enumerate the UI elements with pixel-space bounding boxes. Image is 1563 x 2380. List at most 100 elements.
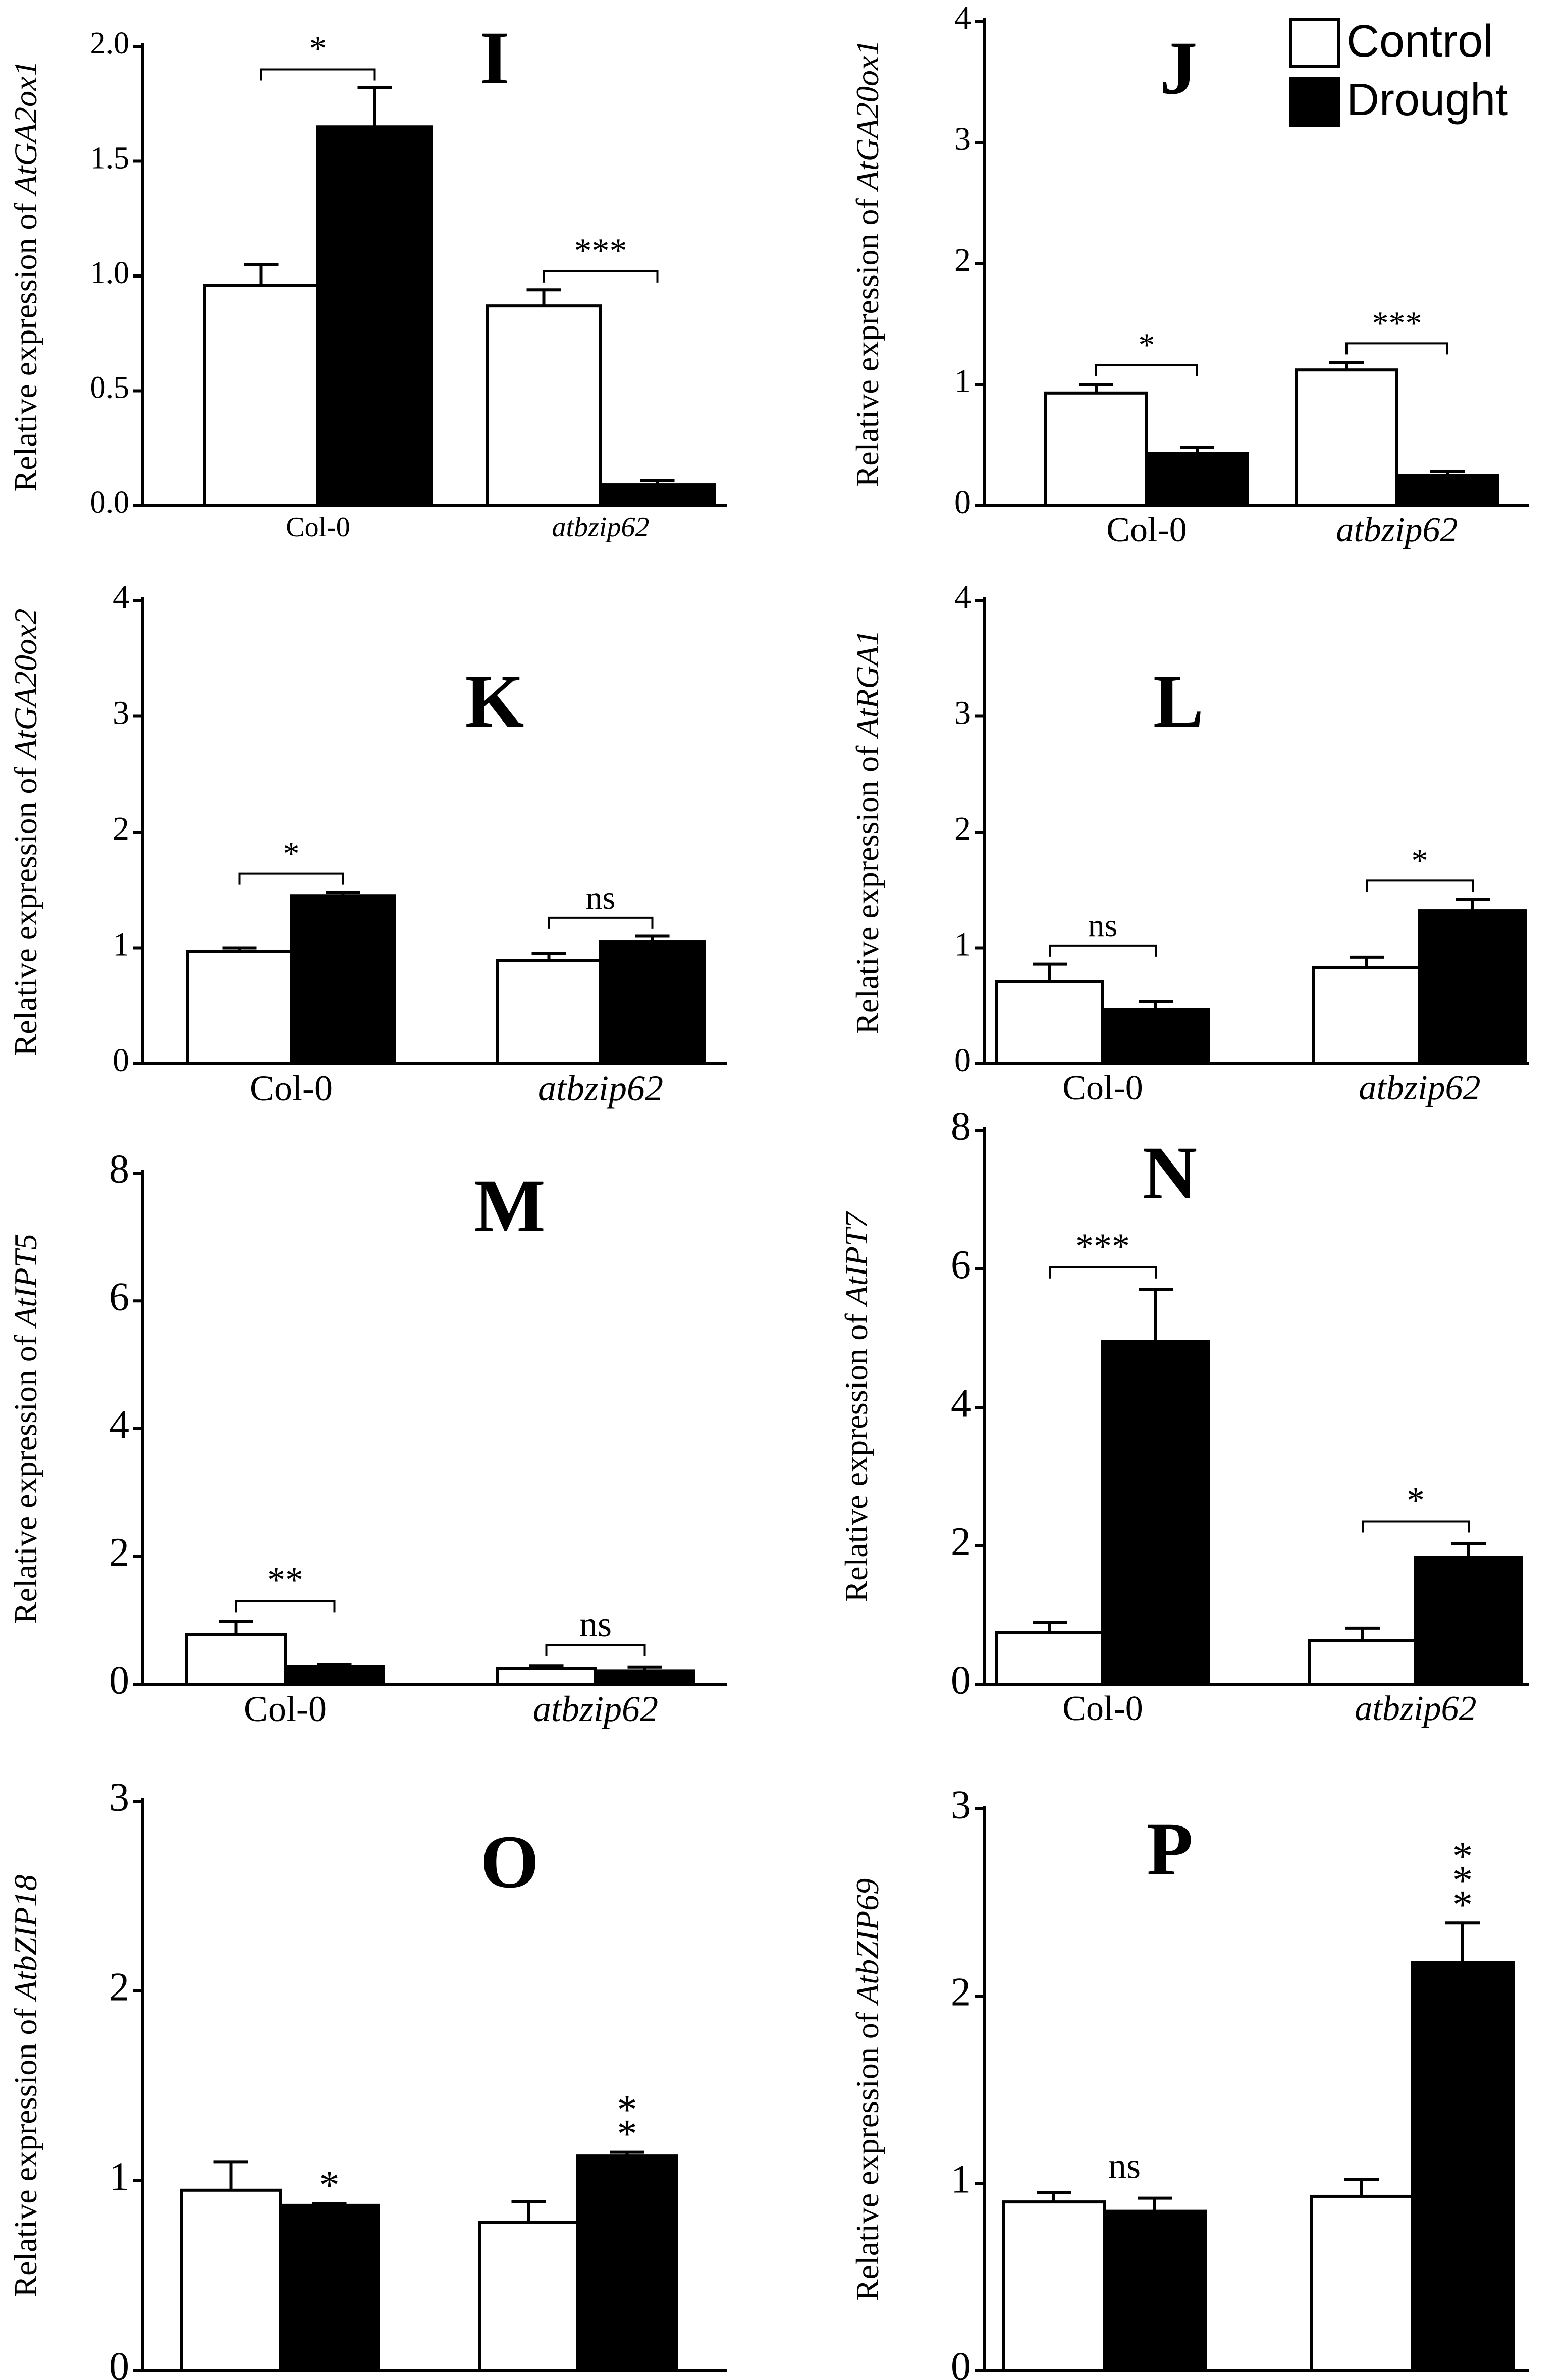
- x-category-label: atbzip62: [1359, 1069, 1480, 1108]
- y-tick-label: 6: [951, 1243, 971, 1287]
- y-axis-label-prefix: Relative expression of: [8, 1327, 43, 1624]
- significance-label: *: [283, 836, 300, 872]
- significance-star: *: [1452, 1834, 1473, 1878]
- x-category-label: atbzip62: [533, 1689, 658, 1729]
- legend-label-drought: Drought: [1346, 75, 1508, 125]
- bar-control: [1295, 368, 1398, 507]
- y-tick-label: 1: [113, 926, 129, 963]
- y-tick-label: 0: [109, 1658, 129, 1702]
- error-bar: [1033, 962, 1067, 982]
- chart-panel-n: 0 2 4 6 8 Col-0 atbzip62 Relative expression of…: [838, 1104, 1529, 1728]
- y-axis-label: Relative expression of AtbZIP69: [849, 1878, 885, 2301]
- y-axis-label-gene: AtGA2ox1: [8, 61, 43, 197]
- significance-label: **: [617, 2088, 637, 2156]
- y-axis-label-gene: AtGA20ox2: [8, 608, 43, 761]
- x-category-label: Col-0: [1106, 511, 1187, 549]
- bar-control: [1002, 2200, 1106, 2372]
- error-bar: [526, 288, 561, 306]
- y-tick-label: 3: [951, 1783, 971, 1827]
- legend-label-control: Control: [1346, 16, 1493, 67]
- y-tick-label: 1: [109, 2154, 129, 2199]
- bar-drought: [316, 125, 433, 507]
- error-bar: [1180, 446, 1214, 454]
- bar-drought: [594, 1669, 695, 1686]
- x-category-label: atbzip62: [1355, 1689, 1476, 1728]
- error-bar: [1350, 955, 1384, 968]
- error-bar: [1344, 2178, 1379, 2196]
- error-bar: [627, 1665, 662, 1671]
- bar-drought: [599, 940, 706, 1066]
- x-category-label: Col-0: [239, 2375, 321, 2380]
- bar-control: [180, 2188, 282, 2372]
- x-category-label: atbzip62: [1351, 2375, 1473, 2380]
- bar-drought: [1101, 1340, 1210, 1686]
- bar-drought: [1418, 909, 1527, 1066]
- significance-label: ns: [1088, 907, 1118, 944]
- y-axis-label-gene: AtGA20ox1: [849, 40, 885, 193]
- error-bar: [1037, 2191, 1071, 2202]
- bar-control: [186, 950, 293, 1066]
- y-tick-label: 2: [951, 1520, 971, 1564]
- error-bar: [1451, 1542, 1486, 1558]
- x-category-label: atbzip62: [552, 512, 650, 543]
- panel-letter: J: [1160, 26, 1198, 110]
- significance-star: *: [319, 2163, 340, 2207]
- significance-bracket: [1049, 944, 1157, 957]
- y-tick-label: 1.5: [90, 141, 130, 176]
- chart-panel-m: 0 2 4 6 8 Col-0 atbzip62 Relative expression of…: [8, 1147, 727, 1729]
- y-tick-label: 0.5: [90, 371, 130, 405]
- y-axis-label: Relative expression of AtGA20ox2: [8, 608, 43, 1056]
- error-bar: [312, 2202, 347, 2205]
- bar-drought: [1101, 1008, 1210, 1066]
- bar-control: [1044, 391, 1148, 507]
- error-bar: [1345, 1626, 1380, 1641]
- significance-label: ***: [1452, 1834, 1473, 1927]
- error-bar: [1138, 2196, 1172, 2211]
- bar-control: [478, 2221, 579, 2372]
- y-axis-label: Relative expression of AtIPT7: [838, 1210, 874, 1602]
- x-category-label: Col-0: [1064, 2375, 1144, 2380]
- chart-panel-o: 0 1 2 3 Col-0 atbzip62 Relative expression of …: [8, 1775, 727, 2380]
- significance-bracket: [1366, 879, 1474, 892]
- error-bar: [1329, 361, 1364, 370]
- error-bar: [1456, 898, 1490, 911]
- bar-drought: [279, 2203, 380, 2372]
- significance-label: ns: [586, 879, 616, 916]
- significance-star: *: [617, 2088, 637, 2132]
- error-bar: [529, 1664, 564, 1669]
- y-tick-label: 4: [109, 1403, 129, 1447]
- panel-letter: L: [1153, 659, 1204, 743]
- bar-control: [1312, 966, 1421, 1066]
- y-tick-label: 1: [954, 363, 971, 400]
- significance-label: *: [309, 30, 327, 69]
- significance-bracket: [235, 1600, 336, 1613]
- panel-letter: N: [1143, 1131, 1197, 1215]
- significance-label: ns: [579, 1604, 612, 1644]
- bar-drought: [1103, 2209, 1207, 2372]
- x-category-label: Col-0: [286, 512, 350, 543]
- y-tick-label: 2: [954, 242, 971, 279]
- y-tick-label: 4: [951, 1381, 971, 1425]
- significance-bracket: [545, 1644, 646, 1656]
- legend-swatch-control: [1289, 18, 1340, 68]
- error-bar: [317, 1663, 352, 1667]
- y-tick-label: 0: [951, 1658, 971, 1702]
- error-bar: [531, 952, 566, 961]
- significance-star: *: [1452, 1858, 1473, 1903]
- significance-star: *: [1452, 1883, 1473, 1927]
- y-tick-label: 6: [109, 1275, 129, 1319]
- panel-letter: P: [1147, 1807, 1193, 1891]
- significance-bracket: [1345, 342, 1448, 355]
- bar-drought: [1145, 452, 1249, 507]
- x-category-label: Col-0: [250, 1068, 333, 1109]
- error-bar: [222, 946, 257, 952]
- y-tick-label: 4: [954, 0, 971, 36]
- y-tick-label: 3: [954, 121, 971, 157]
- bar-control: [486, 304, 602, 508]
- error-bar: [1033, 1621, 1067, 1633]
- significance-bracket: [238, 872, 344, 885]
- y-axis-label: Relative expression of AtGA2ox1: [8, 61, 43, 492]
- chart-panel-j: 0 1 2 3 4 Col-0 atbzip62 Relative expression of…: [849, 0, 1529, 549]
- y-tick-label: 2: [954, 810, 971, 847]
- significance-bracket: [543, 270, 659, 283]
